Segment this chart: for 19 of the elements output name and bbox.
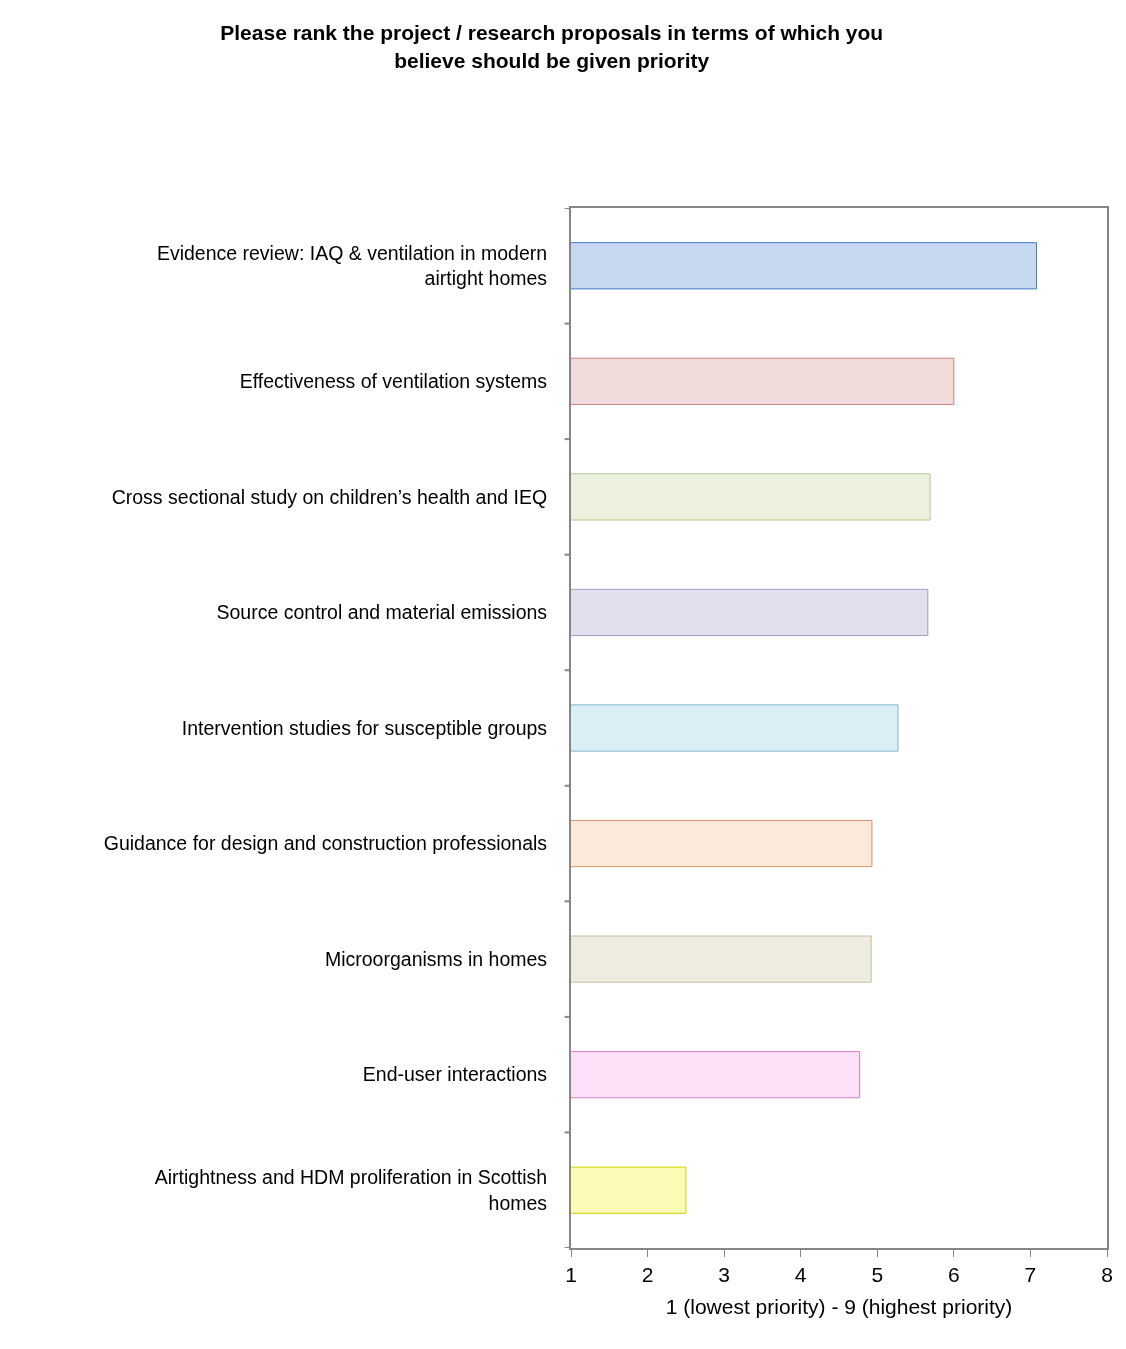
- x-tick-label: 6: [948, 1263, 960, 1287]
- x-tick-label: 2: [641, 1263, 654, 1287]
- x-tick-label: 5: [871, 1263, 884, 1287]
- x-tick-label: 3: [718, 1263, 730, 1287]
- x-tick-label: 1: [565, 1263, 577, 1287]
- y-tick-label: Intervention studies for susceptible groups: [181, 716, 548, 739]
- y-tick-label: Cross sectional study on children’s health and IEQ: [111, 485, 548, 508]
- y-tick-label: Evidence review: IAQ & ventilation in modern airtight homes: [156, 241, 548, 290]
- x-tick-label: 7: [1024, 1263, 1037, 1287]
- y-tick-label: Effectiveness of ventilation systems: [239, 370, 548, 393]
- x-tick-label: 8: [1101, 1263, 1113, 1287]
- y-tick-label: Source control and material emissions: [216, 601, 548, 624]
- y-tick-label: Guidance for design and construction professionals: [103, 832, 548, 855]
- x-tick-label: 4: [794, 1263, 807, 1287]
- y-tick-label: Microorganisms in homes: [324, 947, 548, 970]
- chart-title: Please rank the project / research proposals in terms of which you believe should be given priority: [220, 21, 884, 72]
- x-axis-title: 1 (lowest priority) - 9 (highest priority): [665, 1294, 1013, 1318]
- y-tick-label: End-user interactions: [362, 1063, 548, 1086]
- y-tick-label: Airtightness and HDM proliferation in Scottish homes: [154, 1166, 548, 1214]
